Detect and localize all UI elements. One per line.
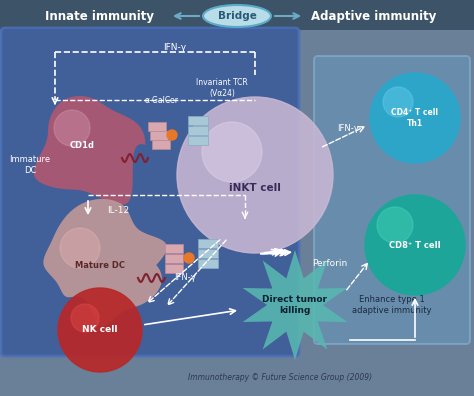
Text: iNKT cell: iNKT cell xyxy=(229,183,281,193)
Text: IFN-γ: IFN-γ xyxy=(174,274,196,282)
Text: CD1d: CD1d xyxy=(70,141,94,150)
Polygon shape xyxy=(34,96,146,205)
Text: NK cell: NK cell xyxy=(82,326,118,335)
Circle shape xyxy=(202,122,262,182)
Text: IFN-γ: IFN-γ xyxy=(337,124,359,133)
Bar xyxy=(188,126,208,135)
Text: Perforin: Perforin xyxy=(312,259,347,268)
Circle shape xyxy=(365,195,465,295)
Bar xyxy=(198,249,218,258)
Text: Invariant TCR
(Vα24): Invariant TCR (Vα24) xyxy=(196,78,248,98)
Circle shape xyxy=(177,97,333,253)
Text: IL-12: IL-12 xyxy=(107,206,129,215)
Bar xyxy=(0,0,474,30)
Bar xyxy=(188,136,208,145)
Text: Immature
DC: Immature DC xyxy=(9,155,51,175)
Text: α-GalCer: α-GalCer xyxy=(145,95,179,105)
Text: Direct tumor
killing: Direct tumor killing xyxy=(263,295,328,315)
Circle shape xyxy=(167,130,177,140)
Circle shape xyxy=(370,73,460,163)
Bar xyxy=(198,239,218,248)
Ellipse shape xyxy=(203,5,271,27)
Text: Adaptive immunity: Adaptive immunity xyxy=(311,10,437,23)
Text: Mature DC: Mature DC xyxy=(75,261,125,270)
FancyBboxPatch shape xyxy=(314,56,470,344)
Text: CD4⁺ T cell
Th1: CD4⁺ T cell Th1 xyxy=(392,108,438,128)
Circle shape xyxy=(60,228,100,268)
Circle shape xyxy=(377,207,413,243)
Polygon shape xyxy=(243,250,347,360)
Bar xyxy=(148,122,166,131)
Bar xyxy=(165,244,183,253)
Polygon shape xyxy=(43,199,167,326)
Text: Enhance type 1
adaptive immunity: Enhance type 1 adaptive immunity xyxy=(352,295,432,315)
Bar xyxy=(165,264,183,273)
Circle shape xyxy=(58,288,142,372)
FancyBboxPatch shape xyxy=(1,28,299,356)
Circle shape xyxy=(71,304,99,332)
Bar xyxy=(165,254,183,263)
Bar xyxy=(150,131,168,140)
Text: Bridge: Bridge xyxy=(218,11,256,21)
Bar xyxy=(152,140,170,149)
Text: Innate immunity: Innate immunity xyxy=(46,10,155,23)
Circle shape xyxy=(184,253,194,263)
Text: IFN-γ: IFN-γ xyxy=(164,42,187,51)
Circle shape xyxy=(383,87,413,117)
Bar xyxy=(188,116,208,125)
Text: CD8⁺ T cell: CD8⁺ T cell xyxy=(389,240,441,249)
Circle shape xyxy=(54,110,90,146)
Text: Immunotherapy © Future Science Group (2009): Immunotherapy © Future Science Group (20… xyxy=(188,373,372,383)
Bar xyxy=(198,259,218,268)
